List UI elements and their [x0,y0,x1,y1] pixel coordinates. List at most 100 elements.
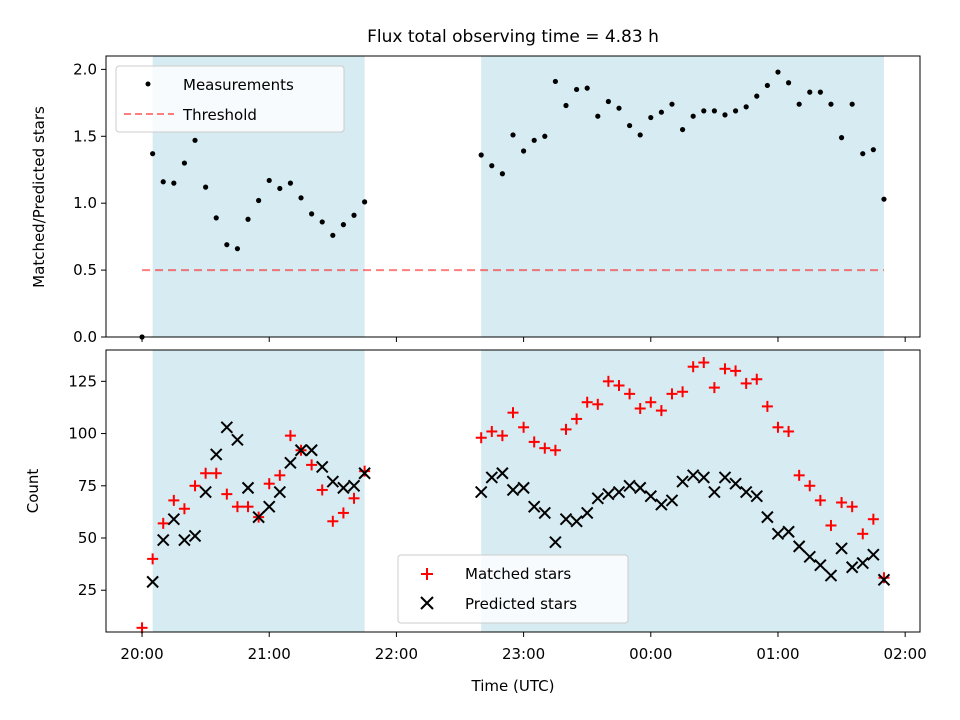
matched-star-point [687,361,699,373]
measurement-point [743,104,749,110]
predicted-star-point [485,471,499,484]
matched-star-point [147,553,159,565]
y-tick-label: 1.0 [73,194,97,212]
measurement-point [340,222,347,228]
legend-matched-marker [421,568,433,580]
predicted-star-point [729,477,742,490]
x-tick-label: 01:00 [756,645,799,663]
predicted-star-point [655,498,668,511]
y-tick-label: 125 [68,372,97,390]
y-tick-label: 0.5 [73,261,97,279]
y-tick-label: 75 [78,477,97,495]
top-panel: 0.00.51.01.52.0 Matched/Predicted stars … [30,55,921,346]
measurement-point [192,137,198,143]
predicted-star-point [337,481,350,495]
matched-star-point [475,432,487,444]
predicted-star-point [824,569,838,582]
measurement-point [711,108,717,114]
chart-title: Flux total observing time = 4.83 h [367,27,659,47]
matched-star-point [730,365,742,377]
predicted-star-point [623,479,636,492]
matched-star-point [518,421,530,433]
measurement-point [181,160,188,166]
matched-star-point [645,396,657,408]
measurement-point [245,216,251,222]
bottom-x-ticks: 20:00 21:00 22:00 23:00 00:00 01:00 02:00 [120,632,927,663]
measurement-point [860,151,866,157]
measurement-point [679,126,686,133]
matched-star-point [528,436,540,448]
predicted-star-point [517,481,530,495]
matched-star-point [740,377,752,389]
matched-star-point [719,363,731,375]
predicted-star-point [474,485,488,499]
matched-star-point [284,430,296,442]
measurement-point [309,211,315,217]
legend-predicted-marker [420,596,434,610]
shaded-band-0-1 [481,56,884,337]
matched-star-point [136,622,148,634]
predicted-star-point [739,485,753,499]
predicted-star-point [347,479,361,492]
bottom-panel: 25 50 75 100 125 20:00 21:00 22:00 23:00 00:00 01… [24,349,927,695]
matched-star-point [316,484,328,496]
measurement-point [171,180,177,186]
predicted-star-point [316,460,329,474]
top-legend: Measurements Threshold [115,65,345,133]
measurement-point [870,147,876,153]
predicted-star-point [877,573,891,586]
predicted-star-point [602,487,615,501]
matched-star-point [178,503,190,515]
bottom-star-points [136,357,891,634]
measurement-point [732,108,739,114]
predicted-star-point [220,421,234,434]
measurement-point [150,151,156,157]
bottom-y-ticks: 25 50 75 100 125 [68,372,106,599]
predicted-star-point [305,444,318,457]
predicted-star-point [644,490,657,503]
x-tick-label: 20:00 [120,645,163,663]
matched-star-point [655,405,667,417]
matched-star-point [857,528,869,540]
matched-star-point [624,388,636,400]
measurement-point [552,78,558,85]
measurement-point [224,242,230,248]
bottom-y-axis-label: Count [24,469,42,514]
matched-star-point [708,382,720,394]
measurement-point [648,114,654,121]
matched-star-point [878,572,890,584]
matched-star-point [560,423,572,435]
matched-star-point [507,407,519,419]
matched-star-point [486,425,498,437]
matched-star-point [496,430,508,442]
measurement-point [573,86,580,93]
measurement-point [605,98,611,105]
measurement-point [478,152,484,158]
x-axis-label: Time (UTC) [471,677,555,695]
measurement-point [542,133,548,139]
bottom-axes-frame [105,349,921,633]
predicted-star-point [708,485,721,499]
predicted-star-point [803,550,816,564]
predicted-star-point [718,471,732,484]
measurement-point [838,135,845,141]
matched-star-point [189,480,201,492]
measurement-point [584,85,590,91]
matched-star-point [200,467,212,479]
matched-star-point [793,469,805,481]
legend-threshold-label: Threshold [182,106,257,124]
matched-star-point [613,380,625,392]
predicted-star-point [665,494,679,507]
predicted-star-point [263,500,276,513]
shaded-band-1-0 [152,350,365,632]
y-tick-label: 100 [68,425,97,443]
predicted-star-point [326,475,340,488]
measurement-point [722,112,728,118]
measurement-point [754,93,760,99]
y-tick-label: 1.5 [73,127,97,145]
measurement-point [160,179,166,185]
measurement-point [785,80,792,86]
matched-star-point [814,494,826,506]
y-tick-label: 0.0 [73,328,97,346]
measurement-point [277,185,283,192]
